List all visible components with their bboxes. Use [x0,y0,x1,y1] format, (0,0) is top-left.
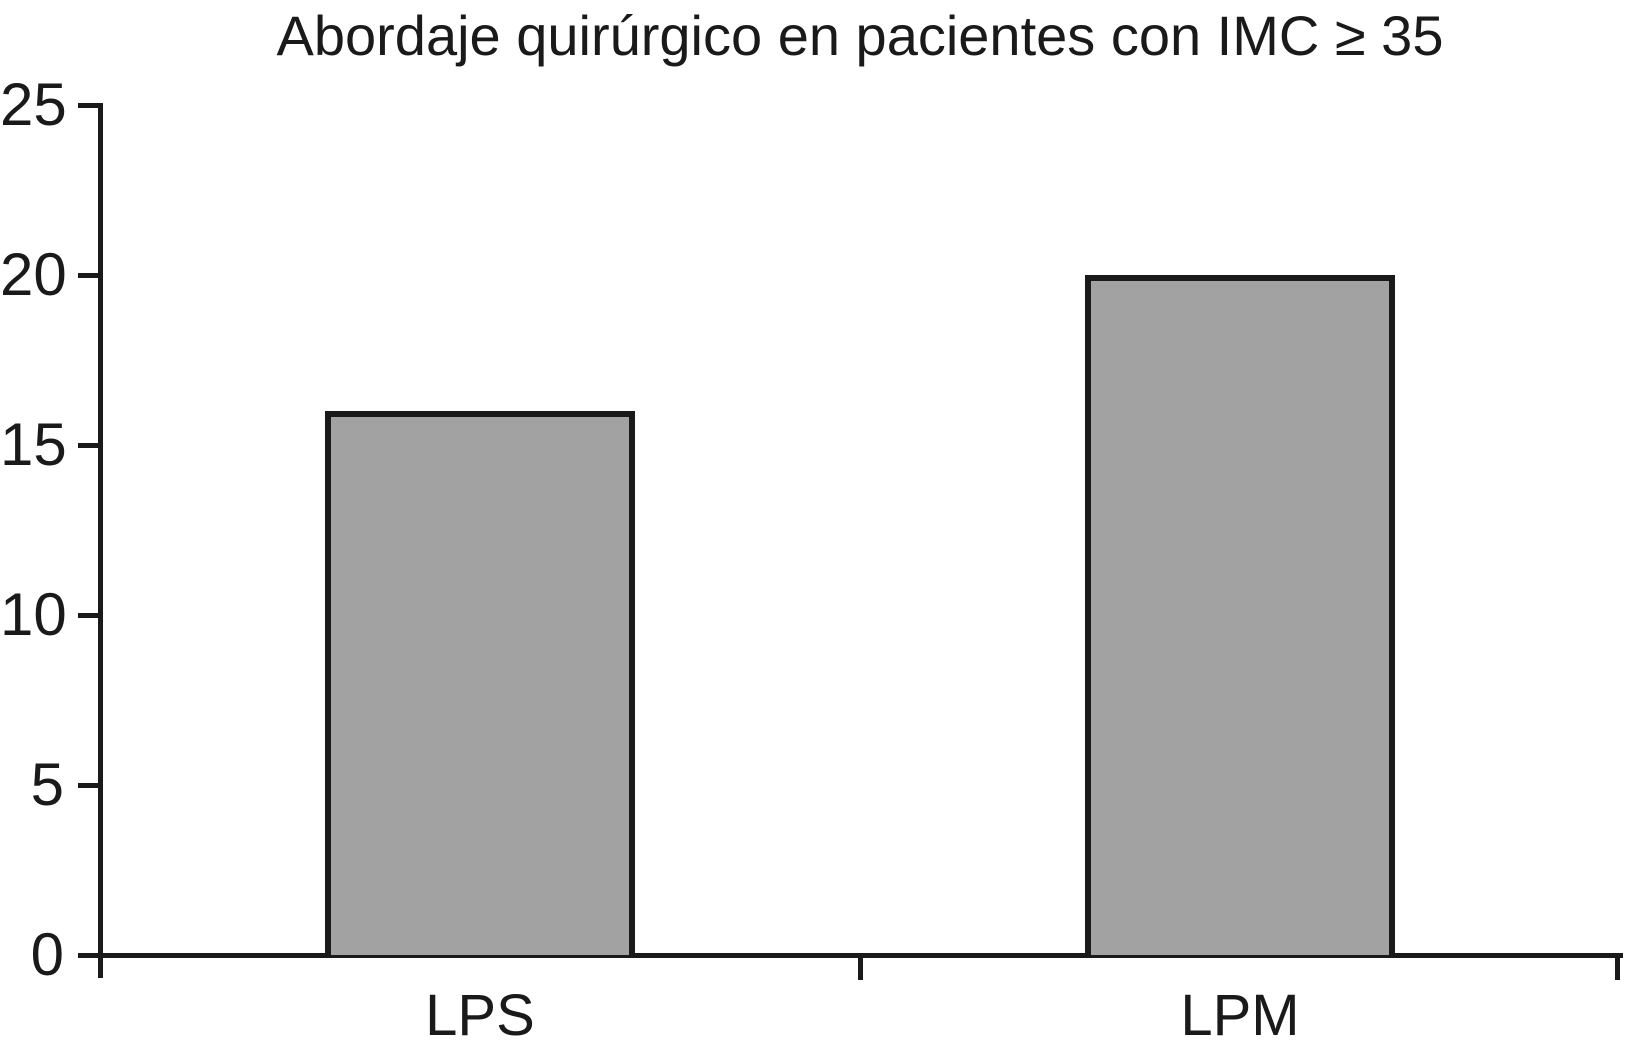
y-tick-10 [78,612,100,618]
y-tick-0 [78,952,100,958]
x-category-label-lpm: LPM [1180,983,1300,1048]
y-tick-20 [78,272,100,278]
y-tick-5 [78,782,100,788]
y-axis-line [97,102,103,978]
bar-lps [325,411,635,955]
chart-title: Abordaje quirúrgico en pacientes con IMC… [276,4,1444,67]
y-tick-label-10: 10 [0,581,67,648]
y-tick-label-25: 25 [0,71,67,138]
y-tick-label-20: 20 [0,241,67,308]
bar-lpm [1085,275,1395,955]
x-boundary-tick-1 [1615,955,1620,980]
y-tick-label-5: 5 [30,751,64,818]
y-tick-15 [78,442,100,448]
x-category-label-lps: LPS [425,983,535,1048]
y-tick-label-15: 15 [0,411,67,478]
x-boundary-tick-0 [857,955,863,980]
y-tick-25 [78,102,100,108]
y-tick-label-0: 0 [30,921,64,988]
